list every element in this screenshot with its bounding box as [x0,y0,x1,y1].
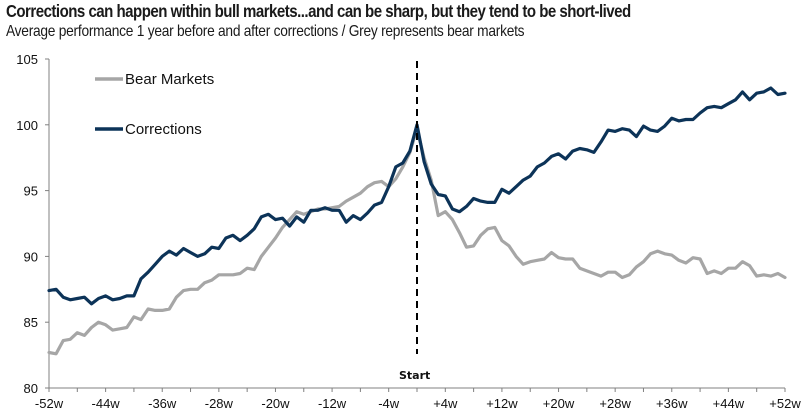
start-annotation: Start [399,61,430,382]
y-tick-label: 80 [24,381,38,396]
x-tick-label: -52w [35,396,64,411]
chart-subtitle: Average performance 1 year before and af… [6,23,525,40]
chart-title: Corrections can happen within bull marke… [6,1,631,21]
y-tick-label: 90 [24,249,38,264]
x-tick-label: +4w [433,396,458,411]
legend-label-corrections: Corrections [125,121,202,138]
x-tick-label: -28w [205,396,234,411]
y-tick-label: 100 [16,118,38,133]
x-tick-label: +12w [486,396,518,411]
x-tick-label: -44w [92,396,121,411]
x-tick-label: -12w [318,396,347,411]
x-tick-label: +36w [656,396,688,411]
x-tick-label: -4w [378,396,400,411]
y-tick-label: 105 [16,52,38,67]
x-tick-label: +28w [599,396,631,411]
x-tick-label: +44w [713,396,745,411]
y-tick-label: 95 [24,184,38,199]
x-axis-ticks: -52w -44w -36w -28w -20w -12w -4w +4w +12w +20w +2… [35,388,801,411]
start-label: Start [399,369,430,382]
x-tick-label: +52w [769,396,801,411]
x-tick-label: +20w [543,396,575,411]
legend-label-bear-markets: Bear Markets [125,71,214,88]
y-tick-label: 85 [24,315,38,330]
x-tick-label: -36w [148,396,177,411]
x-tick-label: -20w [261,396,290,411]
legend: Bear Markets Corrections [95,71,214,138]
y-axis-ticks: 80 85 90 95 100 105 [16,52,49,396]
